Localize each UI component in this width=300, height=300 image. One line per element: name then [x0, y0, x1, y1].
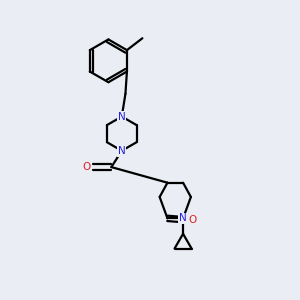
Text: N: N: [118, 146, 126, 156]
Text: N: N: [179, 213, 187, 224]
Text: O: O: [82, 162, 91, 172]
Text: O: O: [188, 215, 196, 225]
Text: N: N: [118, 112, 126, 122]
